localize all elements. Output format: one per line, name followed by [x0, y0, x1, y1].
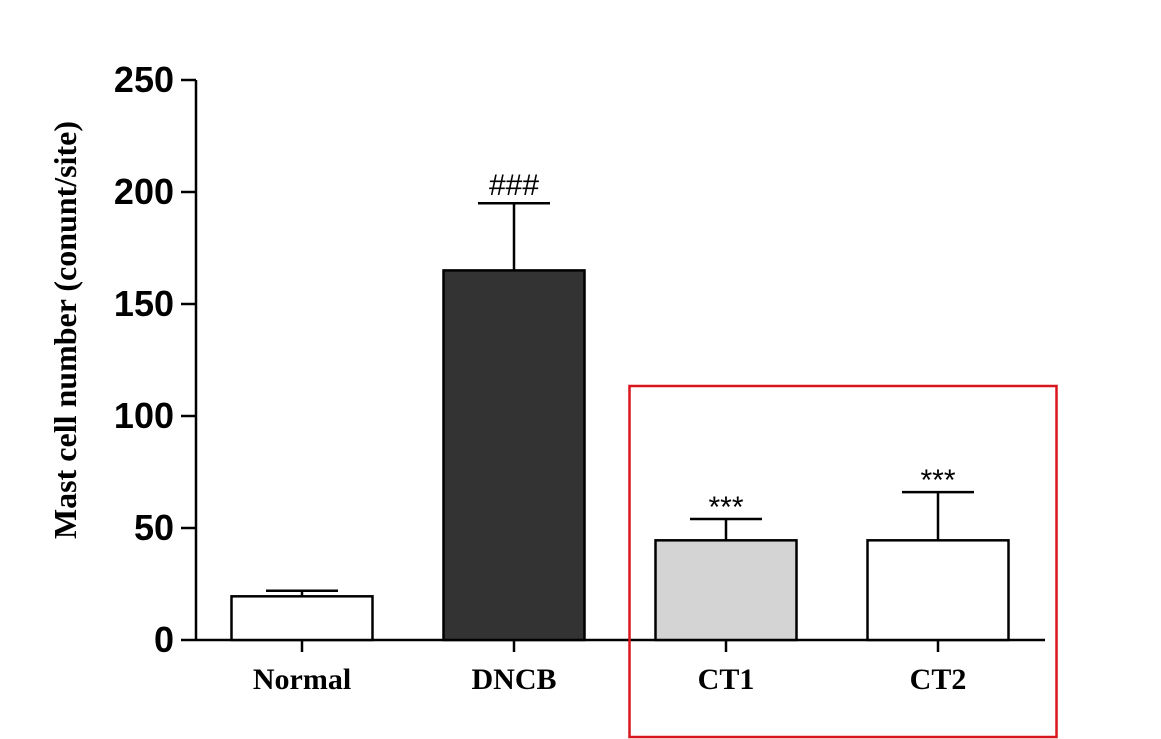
bar-dncb [442, 269, 586, 642]
significance-annotations: ### *** *** [489, 169, 956, 524]
significance-mark: *** [920, 464, 955, 497]
significance-mark: *** [708, 491, 743, 524]
bar-ct1 [654, 539, 798, 642]
bar-ct2 [866, 539, 1010, 642]
x-tick-label: CT2 [910, 663, 967, 696]
error-bars [266, 201, 974, 597]
highlight-group [628, 384, 1058, 739]
y-tick-label: 50 [134, 507, 174, 548]
x-axis: Normal DNCB CT1 CT2 [196, 638, 1045, 696]
x-tick-label: DNCB [471, 663, 556, 696]
y-tick-label: 100 [114, 395, 174, 436]
x-tick-label: CT1 [698, 663, 755, 696]
y-axis-label: Mast cell number (conunt/site) [47, 121, 83, 539]
bar-normal [230, 595, 374, 642]
highlight-box [628, 384, 1058, 739]
y-tick-label: 250 [114, 59, 174, 100]
significance-mark: ### [489, 169, 539, 202]
y-tick-label: 150 [114, 283, 174, 324]
x-tick-label: Normal [253, 663, 351, 696]
y-tick-label: 0 [154, 619, 174, 660]
bars [230, 269, 1010, 642]
y-tick-label: 200 [114, 171, 174, 212]
y-axis: 0 50 100 150 200 250 [114, 59, 198, 660]
